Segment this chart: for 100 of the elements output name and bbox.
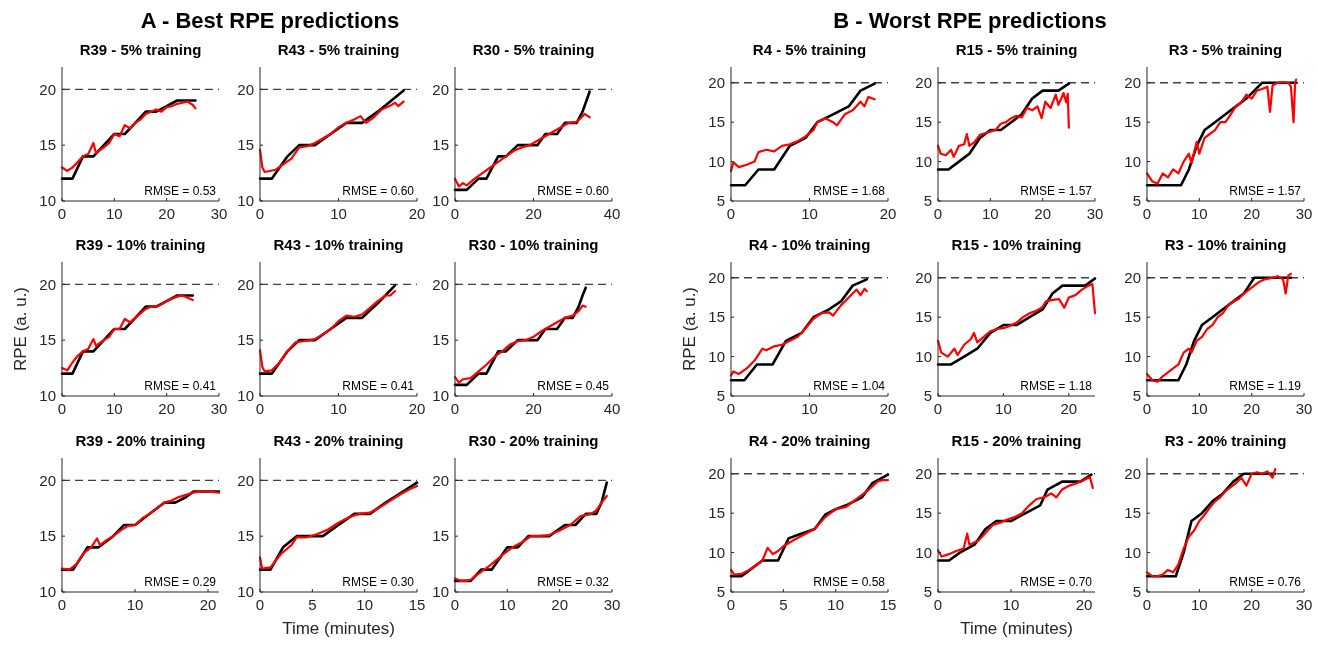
x-tick-label: 20 [1075,596,1093,613]
y-tick-label: 20 [1124,465,1141,483]
y-tick-label: 5 [923,583,932,601]
x-tick-label: 0 [726,205,736,222]
y-tick-label: 15 [1124,113,1141,131]
x-tick-label: 10 [827,596,845,613]
chart-title: R43 - 10% training [273,236,404,253]
chart-title: R15 - 5% training [955,41,1078,58]
x-tick-label: 10 [1002,596,1020,613]
y-tick-label: 15 [39,331,56,349]
y-tick-label: 15 [39,527,56,545]
annotation: RMSE = 1.19 [1229,379,1302,393]
chart-title: R43 - 5% training [277,41,400,58]
x-tick-label: 20 [408,400,426,417]
x-tick-label: 20 [525,205,542,222]
y-tick-label: 20 [915,269,932,287]
chart-title: R3 - 10% training [1164,236,1287,253]
x-tick-label: 10 [126,596,144,613]
x-tick-label: 5 [308,596,317,613]
y-axis-title: RPE (a. u.) [11,286,30,372]
annotation: RMSE = 1.18 [1020,379,1093,393]
y-tick-label: 10 [39,583,56,601]
y-tick-label: 10 [237,387,254,405]
annotation: RMSE = 0.58 [813,575,886,589]
x-tick-label: 20 [158,205,176,222]
chart-title: R15 - 20% training [951,432,1082,449]
y-tick-label: 15 [432,527,449,545]
y-tick-label: 15 [1124,504,1141,522]
x-tick-label: 40 [603,205,621,222]
x-tick-label: 10 [1190,205,1208,222]
y-tick-label: 20 [237,80,254,98]
y-tick-label: 5 [1132,387,1141,405]
chart-title: R39 - 20% training [75,432,206,449]
x-tick-label: 0 [726,596,736,613]
y-tick-label: 15 [708,504,725,522]
y-tick-label: 20 [915,465,932,483]
x-tick-label: 15 [879,596,897,613]
x-tick-label: 0 [57,596,67,613]
y-tick-label: 15 [237,527,254,545]
y-tick-label: 10 [708,543,725,561]
x-tick-label: 20 [199,596,217,613]
x-tick-label: 0 [57,205,67,222]
x-tick-label: 0 [1142,205,1152,222]
x-tick-label: 20 [158,400,176,417]
text: A - Best RPE predictions [140,8,400,33]
y-tick-label: 15 [708,113,725,131]
x-tick-label: 0 [933,596,943,613]
chart-title: R3 - 20% training [1164,432,1287,449]
chart-title: R4 - 5% training [752,41,867,58]
y-tick-label: 5 [1132,192,1141,210]
chart-title: R39 - 10% training [75,236,206,253]
annotation: RMSE = 0.60 [342,184,415,198]
y-tick-label: 20 [1124,74,1141,92]
y-tick-label: 20 [237,471,254,489]
annotation: RMSE = 0.32 [537,575,610,589]
annotation: RMSE = 0.41 [342,379,415,393]
y-tick-label: 15 [1124,308,1141,326]
x-tick-label: 0 [450,205,460,222]
y-tick-label: 10 [432,387,449,405]
y-tick-label: 20 [708,465,725,483]
y-tick-label: 20 [39,275,56,293]
chart-title: R3 - 5% training [1168,41,1283,58]
y-tick-label: 5 [716,387,725,405]
y-tick-label: 5 [716,583,725,601]
y-tick-label: 15 [915,113,932,131]
y-tick-label: 20 [39,80,56,98]
x-tick-label: 15 [408,596,426,613]
chart-title: R4 - 20% training [748,432,871,449]
x-tick-label: 30 [603,596,621,613]
y-tick-label: 15 [432,331,449,349]
x-tick-label: 0 [450,400,460,417]
y-tick-label: 10 [237,583,254,601]
y-tick-label: 10 [708,152,725,170]
chart-title: R30 - 5% training [472,41,595,58]
text: B - Worst RPE predictions [833,8,1107,33]
y-tick-label: 10 [1124,152,1141,170]
x-tick-label: 0 [726,400,736,417]
x-axis-title: Time (minutes) [960,619,1073,638]
x-tick-label: 0 [255,596,265,613]
y-tick-label: 10 [39,387,56,405]
y-tick-label: 10 [39,192,56,210]
x-tick-label: 30 [1086,205,1104,222]
y-tick-label: 20 [432,471,449,489]
y-tick-label: 15 [708,308,725,326]
annotation: RMSE = 0.60 [537,184,610,198]
x-tick-label: 10 [330,400,347,417]
y-tick-label: 5 [1132,583,1141,601]
x-tick-label: 0 [450,596,460,613]
annotation: RMSE = 0.70 [1020,575,1093,589]
y-tick-label: 10 [237,192,254,210]
y-tick-label: 15 [915,308,932,326]
x-tick-label: 10 [981,205,999,222]
x-tick-label: 20 [1243,205,1261,222]
x-tick-label: 10 [801,400,818,417]
x-tick-label: 30 [1295,596,1313,613]
x-tick-label: 30 [210,400,228,417]
annotation: RMSE = 0.41 [144,379,217,393]
y-tick-label: 20 [432,80,449,98]
annotation: RMSE = 1.57 [1020,184,1093,198]
y-tick-label: 20 [39,471,56,489]
